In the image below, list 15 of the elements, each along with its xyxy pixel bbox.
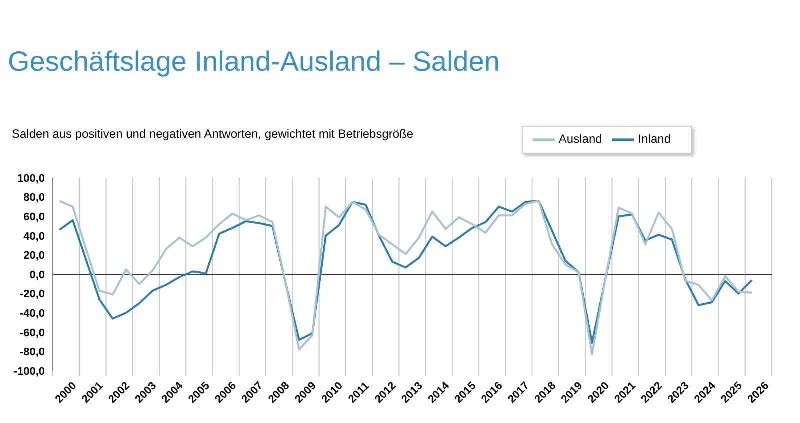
- y-tick-label: -100,0: [14, 366, 45, 378]
- y-tick-label: -60,0: [20, 327, 45, 340]
- y-tick-label: -80,0: [20, 346, 45, 359]
- legend-label: Inland: [638, 132, 671, 146]
- y-tick-label: -40,0: [20, 308, 45, 320]
- chart-subtitle: Salden aus positiven und negativen Antworten, gewichtet mit Betriebsgröße: [12, 127, 414, 141]
- y-tick-label: 0,0: [30, 269, 45, 282]
- y-tick-label: -20,0: [20, 288, 45, 301]
- chart-title: Geschäftslage Inland-Ausland – Salden: [8, 46, 500, 78]
- y-tick-label: 40,0: [24, 230, 45, 243]
- y-tick-label: 80,0: [24, 192, 45, 204]
- y-tick-label: 60,0: [24, 212, 45, 224]
- y-tick-label: 20,0: [24, 250, 45, 262]
- y-tick-label: 100,0: [17, 172, 45, 185]
- legend-label: Ausland: [558, 132, 602, 146]
